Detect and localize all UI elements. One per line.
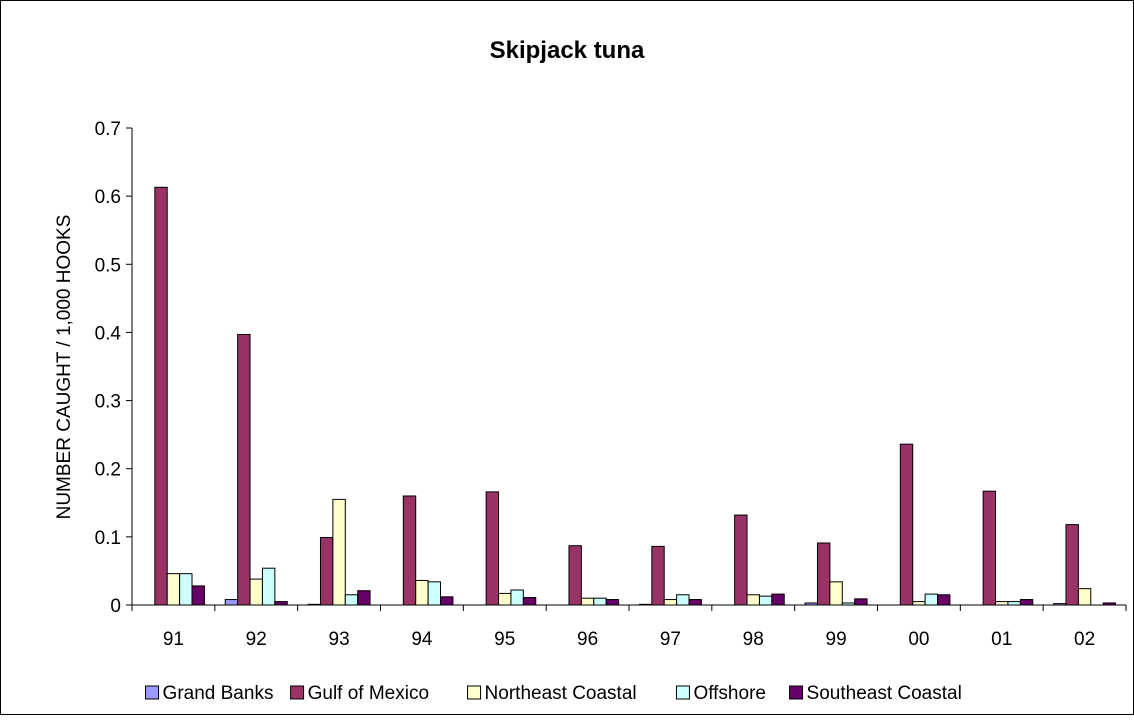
y-tick-label: 0 xyxy=(110,596,121,617)
bar-grand-banks-92 xyxy=(224,599,239,606)
legend-label: Grand Banks xyxy=(163,683,274,704)
legend-item-grand-banks: Grand Banks xyxy=(145,683,274,704)
bar-grand-banks-93 xyxy=(307,603,321,606)
bar-offshore-92 xyxy=(261,567,276,606)
legend-item-gulf-of-mexico: Gulf of Mexico xyxy=(290,683,429,704)
legend-label: Offshore xyxy=(693,683,766,704)
bar-offshore-91 xyxy=(179,573,193,606)
y-tick-label: 0.6 xyxy=(95,187,121,208)
x-tick-label: 91 xyxy=(163,629,184,650)
x-tick-label: 96 xyxy=(577,629,598,650)
bar-gulf-of-mexico-91 xyxy=(154,186,168,606)
bar-southeast-coastal-96 xyxy=(605,599,620,606)
bar-offshore-98 xyxy=(758,595,773,606)
x-tick-label: 95 xyxy=(494,629,515,650)
bar-offshore-97 xyxy=(676,594,690,606)
bar-northeast-coastal-91 xyxy=(166,573,181,606)
bar-offshore-94 xyxy=(427,581,442,606)
bar-southeast-coastal-01 xyxy=(1019,599,1034,606)
bar-offshore-00 xyxy=(924,593,939,606)
bar-northeast-coastal-96 xyxy=(580,597,595,606)
bar-northeast-coastal-97 xyxy=(663,599,678,606)
x-tick-label: 02 xyxy=(1074,629,1095,650)
bar-southeast-coastal-97 xyxy=(688,599,702,606)
x-tick-label: 00 xyxy=(908,629,929,650)
bar-northeast-coastal-92 xyxy=(249,578,263,606)
bar-gulf-of-mexico-94 xyxy=(402,495,417,606)
bar-northeast-coastal-01 xyxy=(995,601,1009,606)
bar-northeast-coastal-99 xyxy=(829,581,843,606)
legend-label: Northeast Coastal xyxy=(485,683,637,704)
bar-gulf-of-mexico-92 xyxy=(237,333,251,606)
legend-label: Southeast Coastal xyxy=(807,683,962,704)
legend-swatch xyxy=(789,685,804,700)
bar-northeast-coastal-98 xyxy=(746,594,760,606)
legend-label: Gulf of Mexico xyxy=(308,683,429,704)
bar-gulf-of-mexico-98 xyxy=(734,514,748,606)
chart-title: Skipjack tuna xyxy=(490,37,645,64)
bar-gulf-of-mexico-97 xyxy=(651,545,665,606)
legend-item-offshore: Offshore xyxy=(675,683,766,704)
bar-gulf-of-mexico-00 xyxy=(899,443,914,606)
x-tick-label: 94 xyxy=(411,629,433,650)
bar-northeast-coastal-02 xyxy=(1077,588,1092,606)
bar-gulf-of-mexico-01 xyxy=(982,490,997,606)
bar-grand-banks-99 xyxy=(804,602,818,606)
y-tick-label: 0.4 xyxy=(95,323,122,344)
bar-northeast-coastal-93 xyxy=(332,498,346,606)
bar-gulf-of-mexico-02 xyxy=(1065,524,1079,606)
bar-southeast-coastal-02 xyxy=(1102,602,1117,606)
bar-grand-banks-02 xyxy=(1053,603,1067,606)
bar-northeast-coastal-94 xyxy=(415,579,429,606)
y-tick-label: 0.3 xyxy=(95,392,121,413)
bar-southeast-coastal-92 xyxy=(274,601,288,606)
bar-southeast-coastal-99 xyxy=(854,598,868,606)
legend-swatch xyxy=(675,685,690,700)
y-tick-label: 0.2 xyxy=(95,460,121,481)
legend-swatch xyxy=(467,685,482,700)
bar-gulf-of-mexico-99 xyxy=(816,542,831,606)
y-tick-label: 0.1 xyxy=(95,528,121,549)
bar-southeast-coastal-94 xyxy=(440,596,454,606)
bar-southeast-coastal-91 xyxy=(191,585,205,606)
legend-item-southeast-coastal: Southeast Coastal xyxy=(789,683,962,704)
y-tick-label: 0.7 xyxy=(95,119,121,140)
bar-southeast-coastal-95 xyxy=(522,597,537,606)
bar-offshore-01 xyxy=(1007,601,1021,606)
plot-area: 0 0.1 0.2 0.3 0.4 0.5 0.6 0.7 91 92 93 94 95 96 97 98 99… xyxy=(95,119,1127,650)
legend-item-northeast-coastal: Northeast Coastal xyxy=(467,683,637,704)
bar-gulf-of-mexico-93 xyxy=(319,537,334,606)
x-tick-label: 92 xyxy=(246,629,267,650)
bar-grand-banks-97 xyxy=(638,603,653,606)
legend-swatch xyxy=(290,685,305,700)
x-tick-label: 93 xyxy=(329,629,350,650)
x-tick-label: 97 xyxy=(660,629,681,650)
bar-northeast-coastal-00 xyxy=(912,601,926,606)
y-axis-label: NUMBER CAUGHT / 1,000 HOOKS xyxy=(54,215,75,520)
bar-southeast-coastal-00 xyxy=(937,594,951,606)
x-tick-label: 98 xyxy=(743,629,764,650)
bar-offshore-93 xyxy=(344,594,359,606)
bar-northeast-coastal-95 xyxy=(498,592,512,606)
bar-offshore-99 xyxy=(841,602,856,606)
bar-gulf-of-mexico-95 xyxy=(485,491,500,606)
x-tick-label: 99 xyxy=(826,629,847,650)
bar-gulf-of-mexico-96 xyxy=(568,545,582,606)
legend-swatch xyxy=(145,685,160,700)
y-tick-label: 0.5 xyxy=(95,255,121,276)
bar-southeast-coastal-98 xyxy=(771,593,785,606)
x-tick-label: 01 xyxy=(991,629,1012,650)
legend: Grand Banks Gulf of Mexico Northeast Coast… xyxy=(145,683,962,704)
bar-southeast-coastal-93 xyxy=(357,590,371,606)
bar-offshore-96 xyxy=(593,597,607,606)
bar-offshore-95 xyxy=(510,589,524,606)
